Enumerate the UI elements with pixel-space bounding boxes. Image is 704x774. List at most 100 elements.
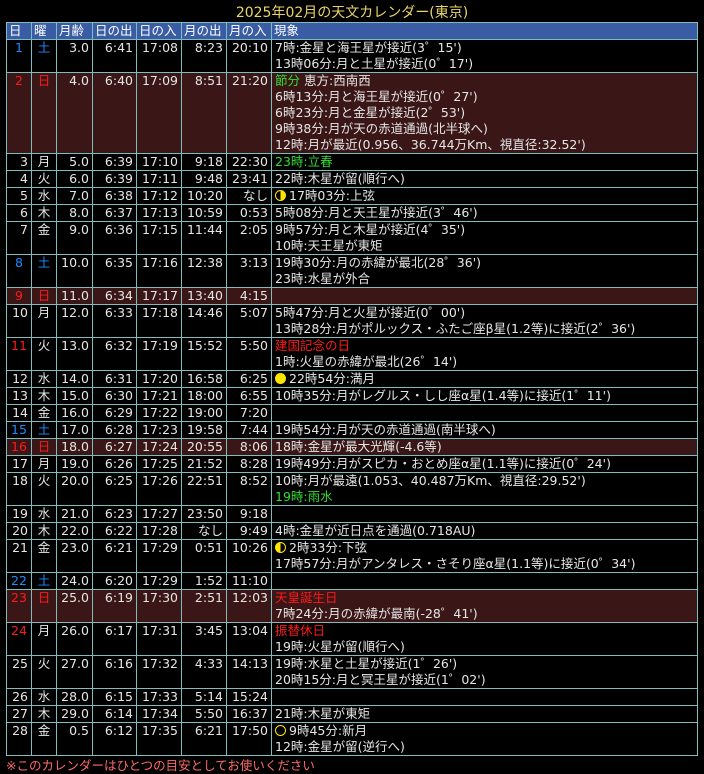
event-line: 22時54分:満月 [275, 372, 694, 387]
sunset-cell: 17:24 [136, 438, 182, 456]
header-phenomena: 現象 [271, 22, 698, 40]
table-row: 16 日 18.0 6:27 17:24 20:55 8:06 18時:金星が最大光輝(-4.… [6, 438, 698, 456]
sunset-cell: 17:23 [136, 421, 182, 439]
moonrise-cell: 21:52 [181, 455, 227, 473]
table-row: 1 土 3.0 6:41 17:08 8:23 20:10 7時:金星と海王星が接近(3゜15… [6, 39, 698, 73]
phenomena-cell: 5時08分:月と天王星が接近(3゜46') [271, 204, 698, 222]
moon-new-icon [275, 725, 286, 736]
phenomena-cell: 9時45分:新月 12時:金星が留(逆行へ) [271, 722, 698, 756]
event-text: 17時03分:上弦 [289, 188, 376, 204]
day-cell: 27 [6, 705, 32, 723]
event-text: 19時:水星と土星が接近(1゜26') [275, 656, 458, 672]
event-text: 7時24分:月の赤緯が最南(-28゜41') [275, 606, 478, 621]
event-text: 7時:金星と海王星が接近(3゜15') [275, 40, 462, 56]
event-text: 22時:木星が留(順行へ) [275, 171, 405, 187]
event-line: 9時57分:月と木星が接近(4゜35') [275, 223, 694, 239]
phenomena-cell: 18時:金星が最大光輝(-4.6等) [271, 438, 698, 456]
event-line: 19時54分:月が天の赤道通過(南半球へ) [275, 423, 694, 438]
day-cell: 24 [6, 622, 32, 656]
moonset-cell: 9:18 [226, 505, 272, 523]
phenomena-cell: 9時57分:月と木星が接近(4゜35') 10時:天王星が東矩 [271, 221, 698, 255]
event-line: 建国記念の日 [275, 339, 694, 355]
sunset-cell: 17:17 [136, 287, 182, 305]
sunset-cell: 17:32 [136, 655, 182, 689]
sunset-cell: 17:33 [136, 688, 182, 706]
event-text: 13時28分:月がポルックス・ふたご座β星(1.2等)に接近(2゜36') [275, 321, 636, 336]
phenomena-cell [271, 404, 698, 422]
day-cell: 12 [6, 370, 32, 388]
moon-age-cell: 6.0 [56, 170, 93, 188]
moonset-cell: 15:24 [226, 688, 272, 706]
moonset-cell: 11:10 [226, 572, 272, 590]
moon-age-cell: 3.0 [56, 39, 93, 73]
moonrise-cell: 9:48 [181, 170, 227, 188]
moonset-cell: 4:15 [226, 287, 272, 305]
day-cell: 17 [6, 455, 32, 473]
event-line: 17時57分:月がアンタレス・さそり座α星(1.1等)に接近(0゜34') [275, 556, 694, 572]
day-cell: 22 [6, 572, 32, 590]
event-text: 6時13分:月と海王星が接近(0゜27') [275, 89, 478, 104]
moonset-cell: 7:44 [226, 421, 272, 439]
moon-age-cell: 24.0 [56, 572, 93, 590]
event-text: 5時08分:月と天王星が接近(3゜46') [275, 205, 478, 221]
moonrise-cell: 9:18 [181, 153, 227, 171]
day-cell: 11 [6, 337, 32, 371]
moonrise-cell: 8:23 [181, 39, 227, 73]
event-line: 5時47分:月と火星が接近(0゜00') [275, 306, 694, 322]
event-text: 10時35分:月がレグルス・しし座α星(1.4等)に接近(1゜11') [275, 388, 611, 404]
header-row: 日 曜 月齢 日の出 日の入 月の出 月の入 現象 [6, 22, 698, 40]
sunrise-cell: 6:29 [92, 404, 137, 422]
moonrise-cell: 19:58 [181, 421, 227, 439]
weekday-cell: 水 [31, 688, 57, 706]
weekday-cell: 水 [31, 505, 57, 523]
sunrise-cell: 6:14 [92, 705, 137, 723]
table-row: 21 金 23.0 6:21 17:29 0:51 10:26 2時33分:下弦 17時57分:… [6, 539, 698, 573]
day-cell: 7 [6, 221, 32, 255]
moon-age-cell: 20.0 [56, 472, 93, 506]
phenomena-cell: 22時:木星が留(順行へ) [271, 170, 698, 188]
moonrise-cell: 23:50 [181, 505, 227, 523]
moonset-cell: 17:50 [226, 722, 272, 756]
day-cell: 8 [6, 254, 32, 288]
sunrise-cell: 6:31 [92, 370, 137, 388]
event-text: 4時:金星が近日点を通過(0.718AU) [275, 523, 476, 539]
table-row: 25 火 27.0 6:16 17:32 4:33 14:13 19時:水星と土星が接近(1゜… [6, 655, 698, 689]
sunset-cell: 17:35 [136, 722, 182, 756]
moonrise-cell: 20:55 [181, 438, 227, 456]
sunrise-cell: 6:35 [92, 254, 137, 288]
sunrise-cell: 6:36 [92, 221, 137, 255]
moonset-cell: 9:49 [226, 522, 272, 540]
moonset-cell: 3:13 [226, 254, 272, 288]
phenomena-cell: 17時03分:上弦 [271, 187, 698, 205]
weekday-cell: 土 [31, 39, 57, 73]
phenomena-cell: 19時54分:月が天の赤道通過(南半球へ) [271, 421, 698, 439]
moon-first-icon [275, 190, 286, 201]
moon-age-cell: 14.0 [56, 370, 93, 388]
weekday-cell: 土 [31, 572, 57, 590]
moonset-cell: 8:28 [226, 455, 272, 473]
moonset-cell: 5:07 [226, 304, 272, 338]
day-cell: 16 [6, 438, 32, 456]
table-row: 6 木 8.0 6:37 17:13 10:59 0:53 5時08分:月と天王星が接近(3゜… [6, 204, 698, 222]
weekday-cell: 日 [31, 438, 57, 456]
event-line: 9時45分:新月 [275, 724, 694, 740]
moonrise-cell: 1:52 [181, 572, 227, 590]
weekday-cell: 土 [31, 421, 57, 439]
sunrise-cell: 6:28 [92, 421, 137, 439]
event-text: 18時:金星が最大光輝(-4.6等) [275, 439, 442, 455]
weekday-cell: 木 [31, 204, 57, 222]
weekday-cell: 金 [31, 221, 57, 255]
phenomena-cell: 19時49分:月がスピカ・おとめ座α星(1.1等)に接近(0゜24') [271, 455, 698, 473]
moonset-cell: 8:06 [226, 438, 272, 456]
phenomena-cell: 天皇誕生日 7時24分:月の赤緯が最南(-28゜41') [271, 589, 698, 623]
moon-age-cell: 15.0 [56, 387, 93, 405]
table-row: 28 金 0.5 6:12 17:35 6:21 17:50 9時45分:新月 12時:金星が留… [6, 722, 698, 756]
sunset-cell: 17:16 [136, 254, 182, 288]
event-line: 19時:雨水 [275, 489, 694, 505]
table-row: 22 土 24.0 6:20 17:29 1:52 11:10 [6, 572, 698, 590]
moonrise-cell: 18:00 [181, 387, 227, 405]
day-cell: 9 [6, 287, 32, 305]
moonset-cell: 5:50 [226, 337, 272, 371]
event-text: 19時49分:月がスピカ・おとめ座α星(1.1等)に接近(0゜24') [275, 456, 611, 472]
sunrise-cell: 6:39 [92, 170, 137, 188]
